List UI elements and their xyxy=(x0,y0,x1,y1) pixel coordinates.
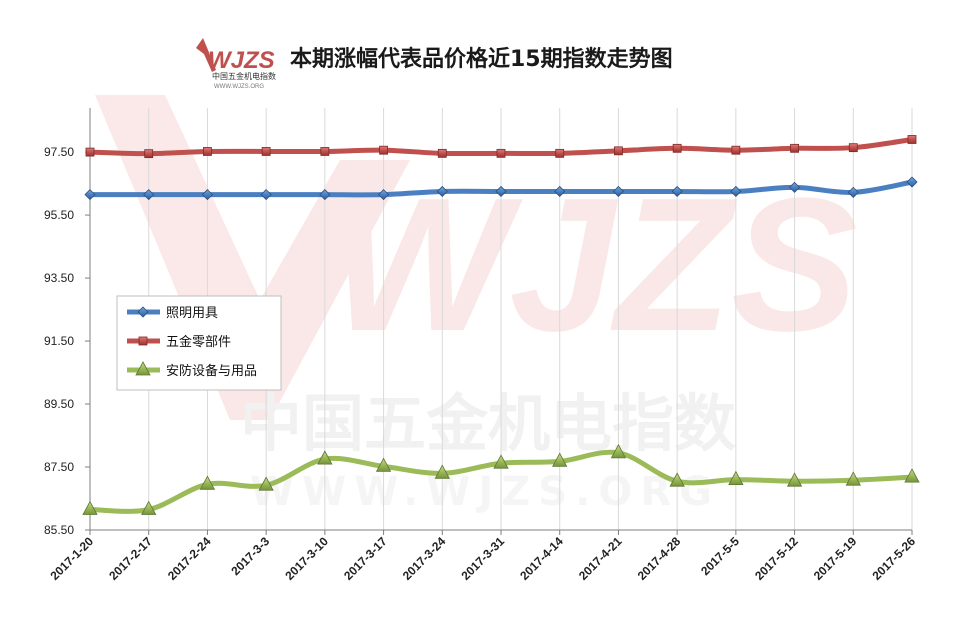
triangle-marker xyxy=(552,452,568,467)
diamond-marker xyxy=(495,185,507,198)
triangle-marker xyxy=(904,468,920,483)
square-marker xyxy=(85,147,95,157)
y-tick-label: 95.50 xyxy=(44,208,74,222)
y-tick-label: 97.50 xyxy=(44,145,74,159)
legend-label: 安防设备与用品 xyxy=(166,363,257,379)
triangle-marker xyxy=(258,476,274,491)
x-tick-label: 2017-3-17 xyxy=(341,534,390,583)
square-marker xyxy=(261,147,271,156)
logo-arrow-icon xyxy=(196,38,216,72)
x-tick-label: 2017-5-26 xyxy=(870,534,919,583)
x-tick-label: 2017-4-21 xyxy=(576,534,625,583)
triangle-marker xyxy=(141,500,157,515)
watermark-v-mark xyxy=(95,95,410,420)
diamond-marker xyxy=(319,189,331,201)
diamond-marker xyxy=(789,181,801,193)
watermark-url: WWW.WJZS.ORG xyxy=(250,469,720,515)
x-tick-label: 2017-4-14 xyxy=(517,534,566,583)
diamond-marker xyxy=(436,185,448,198)
diamond-marker xyxy=(378,189,390,201)
triangle-marker xyxy=(434,464,450,479)
x-tick-label: 2017-5-19 xyxy=(811,534,860,583)
square-marker xyxy=(437,148,447,158)
chart-title: 本期涨幅代表品价格近15期指数走势图 xyxy=(290,46,673,72)
watermark-tagline: 中国五金机电指数 xyxy=(240,387,736,460)
logo-brand-text: WJZS xyxy=(208,47,275,74)
legend-square-marker xyxy=(138,336,148,346)
series-1 xyxy=(85,135,917,159)
square-marker xyxy=(790,143,799,153)
legend-label: 照明用具 xyxy=(166,306,218,321)
square-marker xyxy=(672,143,682,153)
y-tick-label: 85.50 xyxy=(44,523,74,537)
y-tick-label: 87.50 xyxy=(44,460,74,474)
y-tick-label: 91.50 xyxy=(44,334,74,348)
y-axis-ticks: 85.50 87.50 89.50 91.50 93.50 95.50 97.50 xyxy=(44,145,90,537)
x-tick-label: 2017-4-28 xyxy=(635,534,684,583)
series-0 xyxy=(84,176,918,201)
x-tick-label: 2017-3-31 xyxy=(459,534,508,583)
square-marker xyxy=(848,143,858,153)
diamond-marker xyxy=(143,189,155,201)
triangle-marker xyxy=(610,443,627,459)
x-tick-label: 2017-3-10 xyxy=(282,534,331,583)
triangle-marker xyxy=(786,472,803,487)
triangle-marker xyxy=(728,470,744,486)
diamond-marker xyxy=(671,185,683,198)
triangle-marker xyxy=(669,472,685,487)
square-marker xyxy=(555,148,565,158)
x-tick-label: 2017-2-24 xyxy=(165,534,214,583)
diamond-marker xyxy=(612,185,624,198)
triangle-marker xyxy=(845,471,861,486)
y-tick-label: 93.50 xyxy=(44,271,74,285)
triangle-marker xyxy=(493,454,509,469)
square-marker xyxy=(614,146,623,156)
series-2 xyxy=(82,443,920,515)
legend-triangle-marker xyxy=(135,361,151,376)
diamond-marker xyxy=(847,186,859,198)
square-marker xyxy=(907,135,917,144)
square-marker xyxy=(731,145,741,155)
legend-label: 五金零部件 xyxy=(166,334,231,350)
diamond-marker xyxy=(554,185,566,198)
square-marker xyxy=(496,148,506,158)
triangle-marker xyxy=(375,457,392,472)
logo-tagline: 中国五金机电指数 xyxy=(212,71,276,81)
logo-url: WWW.WJZS.ORG xyxy=(214,84,264,90)
square-marker xyxy=(320,147,330,156)
diamond-marker xyxy=(84,189,96,201)
legend-diamond-marker xyxy=(137,306,149,318)
square-marker xyxy=(203,147,212,156)
series-group xyxy=(82,135,920,515)
x-axis-ticks: 2017-1-20 2017-2-17 2017-2-24 2017-3-3 2017-… xyxy=(48,530,919,583)
diamond-marker xyxy=(730,185,742,198)
x-tick-label: 2017-3-3 xyxy=(228,534,272,578)
x-tick-label: 2017-5-12 xyxy=(752,534,801,583)
diamond-marker xyxy=(906,176,918,188)
watermark: 中国五金机电指数 WWW.WJZS.ORG WJZS xyxy=(95,95,858,515)
diamond-marker xyxy=(201,189,213,201)
y-tick-label: 89.50 xyxy=(44,397,74,411)
x-tick-label: 2017-3-24 xyxy=(400,534,449,583)
brand-logo: WJZS 中国五金机电指数 WWW.WJZS.ORG xyxy=(196,38,276,90)
triangle-marker xyxy=(82,500,98,515)
triangle-marker xyxy=(317,450,333,465)
x-tick-label: 2017-1-20 xyxy=(48,534,97,583)
square-marker xyxy=(144,149,154,159)
x-tick-label: 2017-2-17 xyxy=(106,534,155,583)
triangle-marker xyxy=(199,475,216,490)
x-tick-label: 2017-5-5 xyxy=(698,534,742,578)
diamond-marker xyxy=(260,189,272,201)
square-marker xyxy=(379,145,388,155)
